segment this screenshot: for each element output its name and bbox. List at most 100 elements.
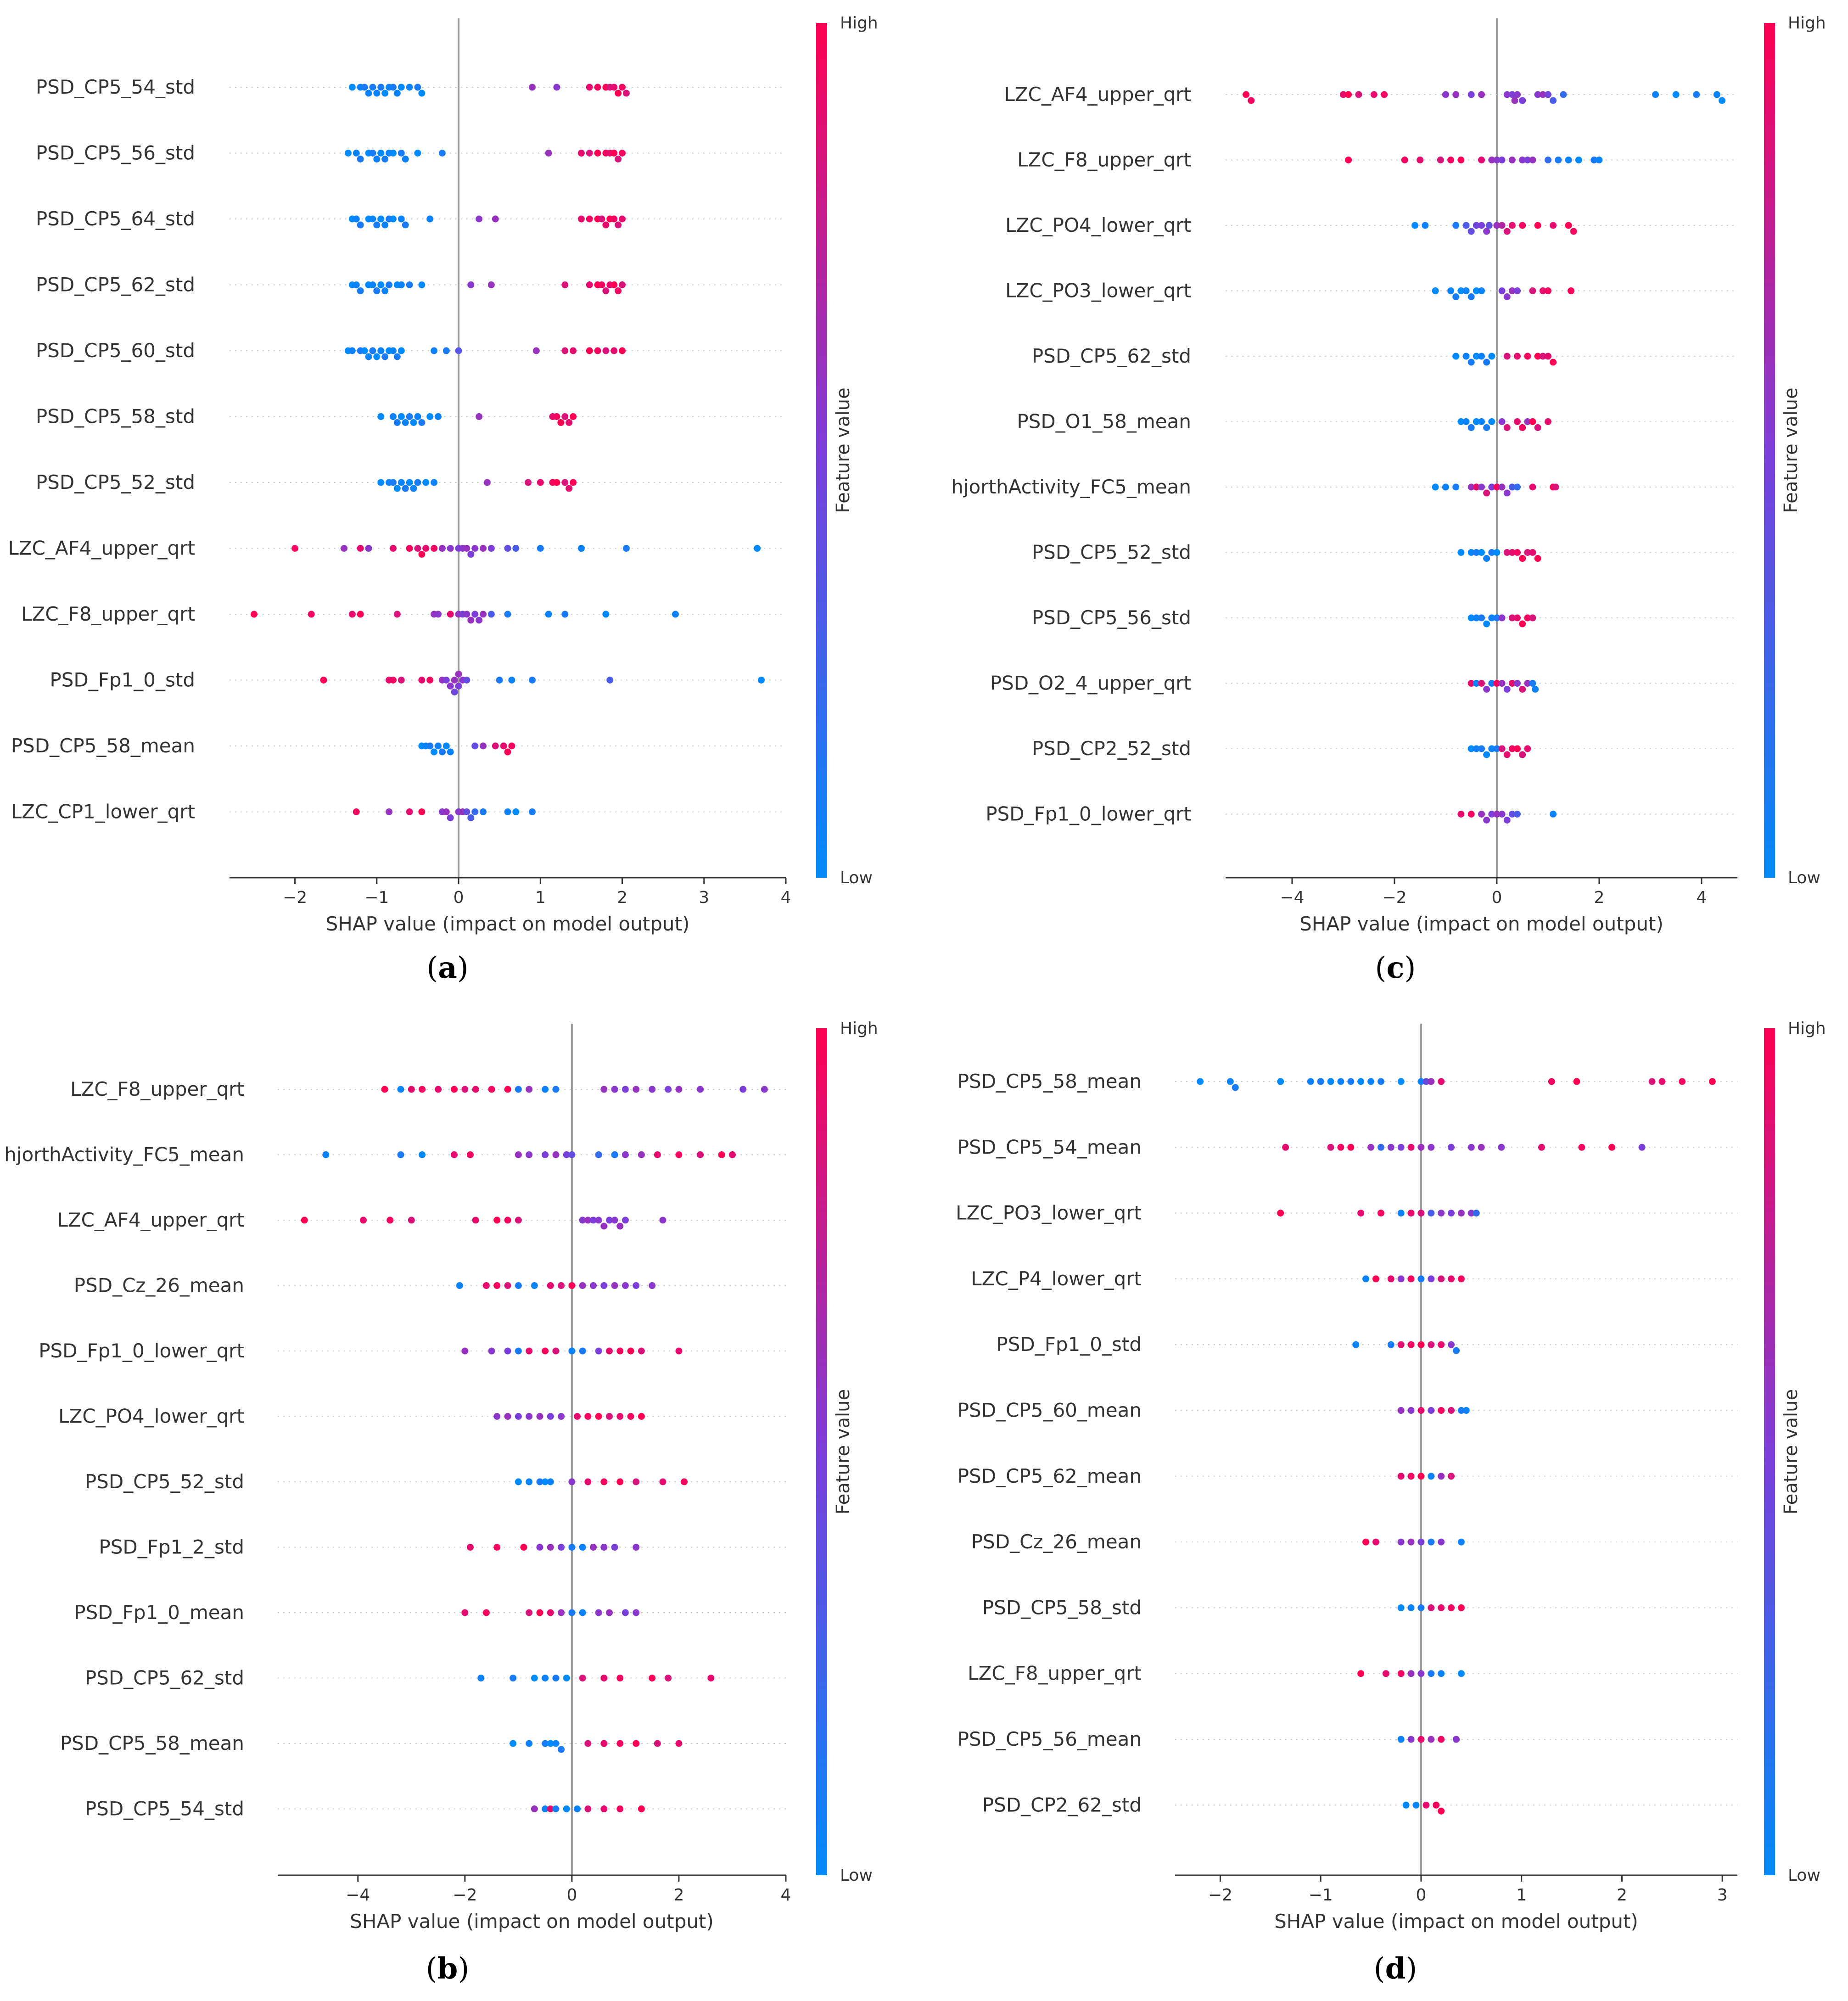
shap-point <box>579 1609 586 1616</box>
shap-point <box>480 742 487 750</box>
shap-point <box>707 1675 715 1682</box>
shap-point <box>1503 424 1511 431</box>
shap-point <box>1529 680 1536 687</box>
shap-point <box>1397 1407 1405 1414</box>
colorbar-title: Feature value <box>1781 387 1802 513</box>
shap-point <box>397 1086 404 1093</box>
shap-point <box>508 742 515 750</box>
shap-point <box>1508 222 1516 229</box>
shap-point <box>1417 1275 1425 1283</box>
shap-point <box>1548 1078 1555 1085</box>
shap-point <box>1457 811 1465 818</box>
feature-label: LZC_CP1_lower_qrt <box>11 801 195 823</box>
shap-point <box>615 287 622 294</box>
shap-point <box>1367 1078 1375 1085</box>
shap-point <box>1503 751 1511 758</box>
shap-point <box>510 1740 517 1747</box>
shap-point <box>438 748 446 756</box>
shap-point <box>584 1740 592 1747</box>
shap-point <box>369 84 376 91</box>
shap-point <box>1493 222 1501 229</box>
shap-point <box>386 281 393 288</box>
shap-point <box>1478 353 1485 360</box>
shap-point <box>1473 680 1480 687</box>
shap-point <box>675 1151 683 1158</box>
shap-point <box>638 1805 645 1812</box>
shap-point <box>606 677 614 684</box>
shap-point <box>610 281 618 288</box>
shap-point <box>389 545 397 552</box>
shap-point <box>1345 91 1352 98</box>
shap-point <box>442 808 450 815</box>
shap-point <box>526 1151 533 1158</box>
colorbar-high-label: High <box>840 1019 878 1038</box>
shap-point <box>1448 1407 1455 1414</box>
x-tick-label: 2 <box>673 1886 684 1905</box>
shap-point <box>1550 359 1557 366</box>
shap-point <box>1467 745 1475 752</box>
shap-point <box>1407 1604 1415 1611</box>
shap-point <box>422 479 430 486</box>
shap-point <box>602 287 610 294</box>
feature-label: PSD_Fp1_0_std <box>996 1333 1142 1356</box>
shap-point <box>547 1544 554 1551</box>
shap-point <box>577 215 585 223</box>
shap-point <box>1514 680 1521 687</box>
feature-label: LZC_PO3_lower_qrt <box>1005 280 1191 302</box>
shap-point <box>1473 222 1480 229</box>
shap-point <box>619 84 626 91</box>
shap-point <box>542 1347 549 1355</box>
shap-point <box>659 1478 666 1485</box>
shap-point <box>1428 1143 1435 1151</box>
shap-point <box>600 1675 608 1682</box>
shap-point <box>381 287 389 294</box>
shap-point <box>1428 1275 1435 1283</box>
shap-point <box>602 347 610 354</box>
shap-point <box>1565 222 1572 229</box>
shap-point <box>605 1609 613 1616</box>
shap-point <box>480 545 487 552</box>
x-tick-label: −2 <box>453 1886 477 1905</box>
shap-point <box>1438 1473 1445 1480</box>
shap-point <box>1652 91 1659 98</box>
shap-point <box>1550 222 1557 229</box>
shap-point <box>579 1216 586 1224</box>
shap-point <box>431 545 438 552</box>
shap-point <box>1428 1473 1435 1480</box>
shap-point <box>438 545 446 552</box>
feature-label: PSD_CP2_52_std <box>1032 737 1191 760</box>
shap-point <box>361 347 368 354</box>
shap-point <box>1483 751 1490 758</box>
shap-point <box>586 215 593 223</box>
shap-point <box>1568 287 1575 294</box>
shap-point <box>1478 1143 1485 1151</box>
colorbar <box>816 1028 827 1875</box>
shap-point <box>728 1151 736 1158</box>
shap-point <box>419 1151 426 1158</box>
shap-point <box>1478 91 1485 98</box>
shap-point <box>418 551 426 558</box>
shap-point <box>389 150 397 157</box>
shap-point <box>610 347 618 354</box>
shap-point <box>463 611 470 618</box>
shap-point <box>482 1282 490 1289</box>
shap-point <box>1524 680 1531 687</box>
shap-point <box>1570 228 1577 235</box>
shap-point <box>547 1740 554 1747</box>
shap-point <box>1511 97 1518 104</box>
shap-point <box>1498 614 1506 622</box>
shap-point <box>697 1086 704 1093</box>
shap-point <box>552 1740 560 1747</box>
shap-point <box>536 1609 543 1616</box>
shap-point <box>1357 1670 1365 1677</box>
shap-point <box>365 353 372 360</box>
shap-point <box>1514 91 1521 98</box>
shap-point <box>381 1086 388 1093</box>
shap-point <box>1401 157 1408 163</box>
shap-point <box>1438 1078 1445 1085</box>
shap-point <box>579 1282 586 1289</box>
shap-point <box>398 479 405 486</box>
feature-label: PSD_Fp1_0_lower_qrt <box>39 1340 244 1362</box>
shap-point <box>605 1413 613 1420</box>
shap-point <box>1467 293 1475 300</box>
